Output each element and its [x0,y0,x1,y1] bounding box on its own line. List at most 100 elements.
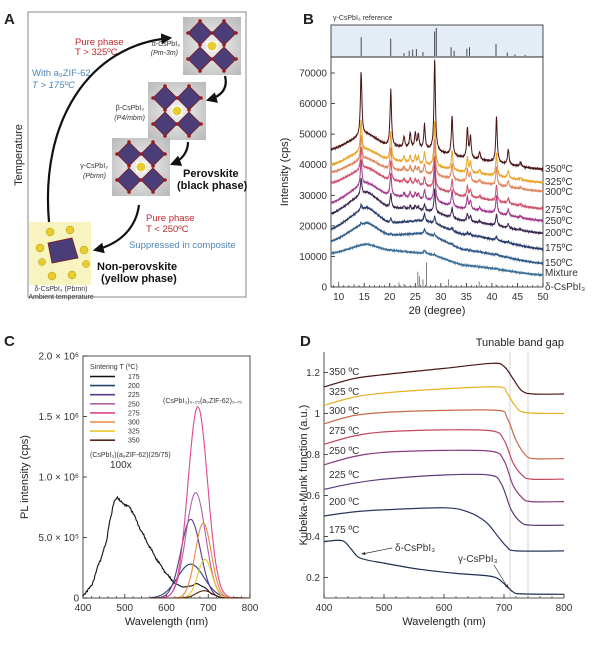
km-series-350 [323,362,565,395]
non-perovskite-label: Non-perovskite [97,261,177,273]
reference-inset [330,24,544,58]
x-axis-label: Wavelength (nm) [402,616,485,628]
series-label: 250ºC [545,216,573,227]
panel-c-pl-chart: C 400 500 600 700 800 0 5.0 × 10⁵ 1.0 × 10⁶ 1.5 … [4,333,259,628]
series-label: 350ºC [545,164,573,175]
x-tick-label: 45 [512,292,524,303]
series-label: 350 ºC [329,367,359,378]
gamma-group: (Pbmn) [83,173,106,180]
y-axis-label: Intensity (cps) [279,138,291,206]
perovskite-label: Perovskite [183,168,239,180]
composite-annotation: (CsPbI₃)₀.₂₅(a₉ZIF-62)₀.₇₅ [163,398,242,405]
delta-arrow [361,547,393,555]
y-tick-label: 30000 [299,191,327,202]
beta-crystal-icon [148,82,206,140]
series-label: 300 ºC [329,406,359,417]
y-axis-label: Kubelka-Munk function (a.u.) [298,405,310,546]
legend-label: 250 [128,401,140,408]
gamma-name: γ-CsPbI₃ [80,163,108,170]
alpha-group: (Pm-3m) [151,50,178,57]
x-tick-label: 400 [75,603,92,614]
delta-crystal-icon [29,222,91,285]
xrd-series-175C [330,202,544,252]
panel-a-frame [27,11,247,298]
y-tick-label: 1.2 [306,368,320,379]
x-tick-label: 15 [359,292,371,303]
chart-title: Tunable band gap [476,337,564,349]
gamma-crystal-icon [112,138,170,196]
y-tick-label: 0 [73,594,79,605]
panel-label-b: B [303,11,314,28]
arrow-gamma-to-delta [92,204,141,254]
panel-d-absorption-chart: D 400 500 600 700 800 0.2 0.4 0.6 0.8 1 1.2 Wavelen… [298,333,573,628]
legend-label: 325 [128,429,140,436]
x-tick-label: 10 [333,292,345,303]
x-tick-label: 30 [435,292,447,303]
km-series-325 [323,386,565,415]
y-tick-label: 1 [314,409,320,420]
pure-phase-cold-temp: T < 250ºC [146,224,189,235]
x-tick-label: 25 [410,292,422,303]
y-tick-label: 20000 [299,221,327,232]
x-tick-label: 20 [384,292,396,303]
gamma-annotation: γ-CsPbI₃ [458,554,498,565]
y-tick-label: 1.5 × 10⁶ [38,412,79,423]
x-tick-label: 800 [242,603,259,614]
black-phase-label: (black phase) [177,180,248,192]
x-tick-label: 600 [436,603,453,614]
x-tick-label: 500 [116,603,133,614]
km-series-225 [323,473,565,527]
composite-left-annotation: (CsPbI₃)(a₉ZIF-62)(25/75) [90,452,171,459]
legend-label: 175 [128,374,140,381]
km-series-275 [323,429,565,481]
km-series-250 [323,449,565,503]
delta-name: δ-CsPbI₃ (Pbmn) [34,286,87,293]
gamma-arrow [493,564,509,589]
y-tick-label: 0.6 [306,491,320,502]
x-tick-label: 50 [537,292,549,303]
xrd-series-325C [330,119,544,185]
pl-series-300 [149,522,250,599]
delta-reference-label: δ-CsPbI₃ [545,282,585,293]
y-tick-label: 70000 [299,69,327,80]
series-label: 200 ºC [329,497,359,508]
y-tick-label: 1.0 × 10⁶ [38,473,79,484]
y-axis-label: PL intensity (cps) [19,435,31,519]
x-tick-label: 800 [556,603,573,614]
y-tick-label: 0 [321,283,327,294]
with-zif-temp: T > 175ºC [32,80,75,91]
xrd-series-Mixture [330,241,544,278]
plot-frame [82,355,251,599]
x-tick-label: 400 [316,603,333,614]
x-tick-label: 35 [461,292,473,303]
series-label: 225 ºC [329,470,359,481]
pl-series-350 [149,590,250,599]
series-label: 325ºC [545,177,573,188]
pure-phase-cold-label: Pure phase [146,213,195,224]
y-tick-label: 0.2 [306,573,320,584]
legend-title: Sintering T (ºC) [90,364,138,371]
y-tick-label: 50000 [299,130,327,141]
arrow-beta-to-gamma [169,141,190,166]
series-label: 175ºC [545,243,573,254]
y-tick-label: 5.0 × 10⁵ [38,533,79,544]
km-series-200 [323,507,565,552]
panel-label-a: A [4,11,15,28]
series-label: 300ºC [545,187,573,198]
km-series-175 [323,539,565,595]
xrd-series-150C [330,220,544,266]
suppressed-label: Suppressed in composite [129,240,236,251]
scale-annotation: 100x [110,460,132,471]
y-tick-label: 0.4 [306,532,320,543]
pure-phase-hot-label: Pure phase [75,37,124,48]
xrd-series-300C [330,135,544,193]
series-label: 250 ºC [329,446,359,457]
km-series-300 [323,409,565,460]
series-label: 275ºC [545,205,573,216]
alpha-name: α-CsPbI₃ [152,41,180,48]
x-tick-label: 500 [376,603,393,614]
y-tick-label: 2.0 × 10⁶ [38,352,79,363]
panel-b-xrd-chart: B γ-CsPbI₃ reference 10 15 20 25 30 35 40 45 50 0 1… [279,11,585,317]
xrd-series-275C [330,147,544,211]
